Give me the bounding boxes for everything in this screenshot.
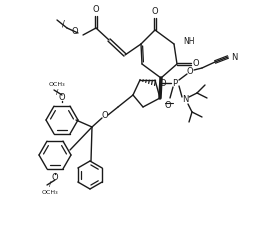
Text: OCH₃: OCH₃ xyxy=(49,82,65,87)
Text: O: O xyxy=(59,93,65,103)
Text: O: O xyxy=(160,79,167,87)
Text: O: O xyxy=(165,101,171,109)
Text: N: N xyxy=(231,52,237,62)
Text: O: O xyxy=(52,172,58,182)
Text: P: P xyxy=(172,79,178,87)
Text: O: O xyxy=(93,5,99,14)
Text: O: O xyxy=(71,27,78,36)
Text: N: N xyxy=(182,95,188,104)
Text: /: / xyxy=(56,89,58,95)
Text: NH: NH xyxy=(183,36,195,46)
Text: /: / xyxy=(49,181,51,187)
Text: O: O xyxy=(193,60,199,68)
Text: /: / xyxy=(62,19,64,28)
Text: O: O xyxy=(102,111,108,120)
Text: O: O xyxy=(187,68,193,76)
Text: OCH₃: OCH₃ xyxy=(42,191,58,196)
Text: O: O xyxy=(152,8,158,16)
